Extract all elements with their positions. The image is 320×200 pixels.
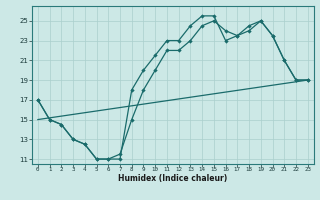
X-axis label: Humidex (Indice chaleur): Humidex (Indice chaleur) bbox=[118, 174, 228, 183]
